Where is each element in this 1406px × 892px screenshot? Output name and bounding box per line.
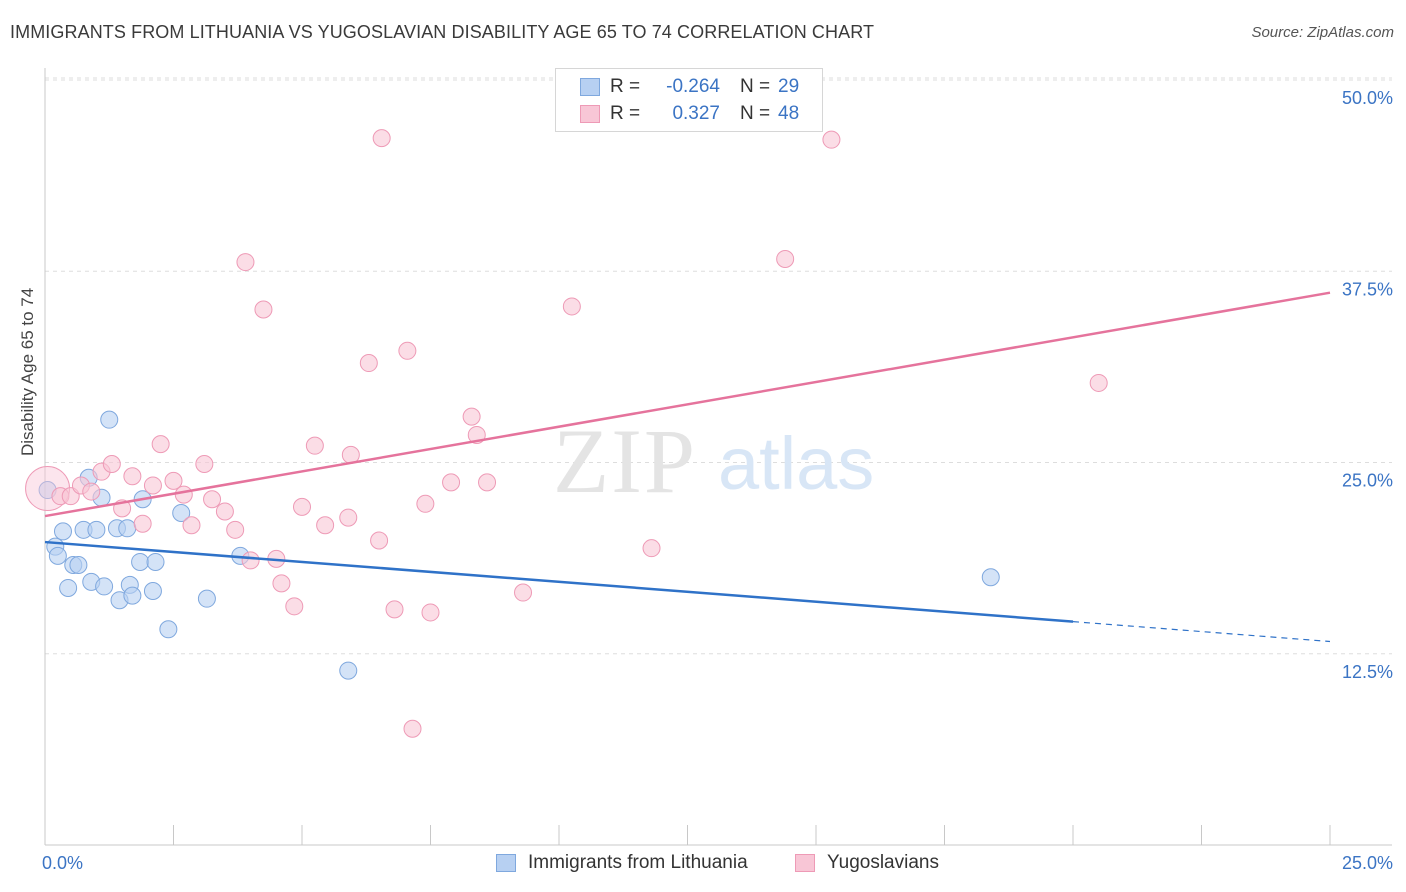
series-yugoslavians xyxy=(25,129,1108,738)
legend-swatch-pink xyxy=(795,854,815,872)
point-yugoslavian xyxy=(164,471,183,490)
point-yugoslavian xyxy=(293,497,311,516)
point-yugoslavian xyxy=(195,455,214,474)
point-yugoslavian xyxy=(359,354,378,373)
point-yugoslavian xyxy=(226,520,245,539)
point-yugoslavian xyxy=(236,253,255,272)
axes xyxy=(44,68,1392,846)
trend-line-yugoslavians xyxy=(44,291,1331,518)
point-yugoslavian xyxy=(403,719,422,738)
legend-label-lithuania: Immigrants from Lithuania xyxy=(528,852,748,873)
point-lithuania xyxy=(48,546,67,565)
y-tick-label: 25.0% xyxy=(1342,471,1393,491)
legend-item-lithuania: Immigrants from Lithuania xyxy=(496,852,748,874)
point-yugoslavian xyxy=(398,341,417,360)
point-yugoslavian xyxy=(102,455,121,474)
legend-n-label: N = xyxy=(740,103,771,124)
point-yugoslavian xyxy=(421,603,440,622)
legend-row-yugoslavians: R = 0.327 N = 48 xyxy=(556,100,799,128)
point-yugoslavian xyxy=(254,300,273,319)
legend-item-yugoslavians: Yugoslavians xyxy=(795,852,939,874)
point-lithuania xyxy=(159,620,178,639)
legend-n-label: N = xyxy=(740,76,771,97)
point-lithuania xyxy=(69,556,88,575)
point-yugoslavian xyxy=(133,514,152,533)
legend-label-yugoslavians: Yugoslavians xyxy=(827,852,939,873)
legend-swatch-blue xyxy=(580,78,600,96)
point-lithuania xyxy=(146,552,165,571)
point-yugoslavian xyxy=(385,600,404,619)
point-lithuania xyxy=(87,520,106,539)
point-yugoslavian xyxy=(143,476,162,495)
watermark: ZIP atlas xyxy=(553,410,874,512)
legend-row-lithuania: R = -0.264 N = 29 xyxy=(556,73,799,101)
point-yugoslavian xyxy=(285,597,304,616)
tick-labels: 12.5% 25.0% 37.5% 50.0% 0.0% 25.0% xyxy=(42,88,1393,873)
point-yugoslavian xyxy=(203,490,222,509)
point-yugoslavian xyxy=(1089,373,1108,392)
point-lithuania xyxy=(53,522,72,541)
legend-n-value: 48 xyxy=(778,103,800,124)
legend-r-label: R = xyxy=(610,103,641,124)
legend-n-value: 29 xyxy=(778,76,800,97)
trend-line-lithuania-extension xyxy=(1072,621,1331,643)
point-yugoslavian xyxy=(822,130,841,149)
point-yugoslavian xyxy=(339,508,358,527)
legend-r-label: R = xyxy=(610,76,641,97)
point-lithuania xyxy=(123,586,142,605)
watermark-zip: ZIP xyxy=(553,410,697,512)
watermark-atlas: atlas xyxy=(718,422,874,505)
trend-lines xyxy=(44,291,1331,643)
point-yugoslavian xyxy=(776,250,795,269)
point-lithuania xyxy=(981,568,1000,587)
point-lithuania xyxy=(197,589,216,608)
trend-line-lithuania xyxy=(44,540,1074,623)
point-lithuania xyxy=(131,552,150,571)
point-yugoslavian xyxy=(182,516,201,535)
legend-r-value: 0.327 xyxy=(672,103,720,124)
point-yugoslavian xyxy=(123,467,142,486)
y-tick-label: 12.5% xyxy=(1342,662,1393,682)
point-yugoslavian xyxy=(174,485,193,504)
point-yugoslavian xyxy=(316,516,335,535)
point-lithuania xyxy=(339,661,358,680)
point-yugoslavian xyxy=(305,436,324,455)
point-lithuania xyxy=(100,410,119,429)
point-yugoslavian xyxy=(562,297,581,316)
point-yugoslavian xyxy=(372,129,391,148)
y-tick-label: 50.0% xyxy=(1342,88,1393,108)
correlation-legend: R = -0.264 N = 29 R = 0.327 N = 48 xyxy=(555,68,823,132)
legend-swatch-pink xyxy=(580,105,600,123)
y-axis-label: Disability Age 65 to 74 xyxy=(18,287,37,456)
point-yugoslavian xyxy=(478,473,497,492)
point-yugoslavian xyxy=(462,407,481,426)
point-yugoslavian xyxy=(151,435,170,454)
point-lithuania xyxy=(59,578,78,597)
y-tick-label: 37.5% xyxy=(1342,279,1393,299)
point-yugoslavian xyxy=(442,473,461,492)
point-yugoslavian xyxy=(514,583,533,602)
point-lithuania xyxy=(172,503,191,522)
point-yugoslavian xyxy=(416,494,435,513)
legend-swatch-blue xyxy=(496,854,516,872)
point-lithuania xyxy=(95,577,114,596)
point-yugoslavian xyxy=(272,574,291,593)
chart-title: IMMIGRANTS FROM LITHUANIA VS YUGOSLAVIAN… xyxy=(10,22,875,42)
series-legend: Immigrants from Lithuania Yugoslavians xyxy=(0,852,1406,878)
point-yugoslavian xyxy=(642,539,661,558)
point-yugoslavian xyxy=(215,502,234,521)
legend-r-value: -0.264 xyxy=(666,76,720,97)
point-lithuania xyxy=(143,582,162,601)
x-tick-label: 0.0% xyxy=(42,853,83,873)
point-yugoslavian xyxy=(241,551,260,570)
point-yugoslavian xyxy=(82,482,101,501)
point-yugoslavian xyxy=(370,531,389,550)
point-lithuania xyxy=(118,519,137,538)
x-tick-label: 25.0% xyxy=(1342,853,1393,873)
source-text: Source: ZipAtlas.com xyxy=(1251,24,1394,41)
